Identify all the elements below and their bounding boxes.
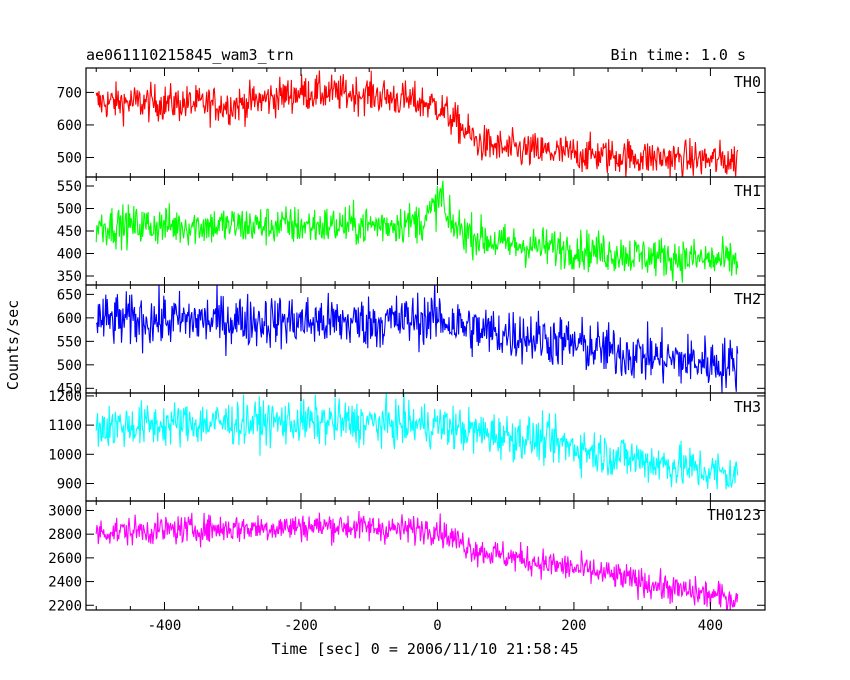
y-tick-label: 700 xyxy=(57,85,82,101)
y-tick-label: 2200 xyxy=(48,598,82,614)
x-tick-label: 400 xyxy=(698,618,723,634)
panel-frame-th3 xyxy=(85,392,766,502)
y-tick-label: 900 xyxy=(57,476,82,492)
chart-title: ae061110215845_wam3_trn xyxy=(86,46,294,64)
y-tick-label: 550 xyxy=(57,179,82,195)
y-tick-label: 500 xyxy=(57,358,82,374)
series-th2 xyxy=(95,285,739,393)
panel-frame-th1 xyxy=(85,176,766,286)
x-axis-label: Time [sec] 0 = 2006/11/10 21:58:45 xyxy=(271,640,578,658)
panel-frame-th0123 xyxy=(85,500,766,611)
y-tick-label: 3000 xyxy=(48,503,82,519)
y-tick-label: 2400 xyxy=(48,575,82,591)
y-tick-label: 1000 xyxy=(48,447,82,463)
y-tick-label: 400 xyxy=(57,247,82,263)
series-th0 xyxy=(95,70,739,177)
panel-label-th0: TH0 xyxy=(734,73,761,91)
y-tick-label: 350 xyxy=(57,269,82,285)
y-tick-label: 550 xyxy=(57,334,82,350)
y-tick-label: 500 xyxy=(57,202,82,218)
x-tick-label: 0 xyxy=(433,618,441,634)
y-tick-label: 650 xyxy=(57,287,82,303)
y-tick-label: 1100 xyxy=(48,418,82,434)
y-tick-label: 600 xyxy=(57,311,82,327)
series-th1 xyxy=(95,180,739,283)
y-tick-label: 2800 xyxy=(48,527,82,543)
y-tick-label: 2600 xyxy=(48,551,82,567)
x-tick-label: -400 xyxy=(148,618,182,634)
panel-label-th2: TH2 xyxy=(734,290,761,308)
y-tick-label: 600 xyxy=(57,118,82,134)
x-tick-label: 200 xyxy=(561,618,586,634)
panel-label-th1: TH1 xyxy=(734,182,761,200)
y-tick-label: 450 xyxy=(57,381,82,397)
panel-label-th3: TH3 xyxy=(734,398,761,416)
y-axis-label: Counts/sec xyxy=(4,300,22,390)
series-th0123 xyxy=(95,510,739,610)
y-tick-label: 450 xyxy=(57,224,82,240)
y-tick-label: 1200 xyxy=(48,389,82,405)
panels-group: 500 600 700 TH0 350 400 450 500 550 TH1 450 500 550 6… xyxy=(48,67,766,634)
series-th3 xyxy=(95,393,739,490)
x-tick-label: -200 xyxy=(284,618,318,634)
panel-label-th0123: TH0123 xyxy=(707,506,761,524)
bin-time-label: Bin time: 1.0 s xyxy=(611,46,746,64)
y-tick-label: 500 xyxy=(57,150,82,166)
